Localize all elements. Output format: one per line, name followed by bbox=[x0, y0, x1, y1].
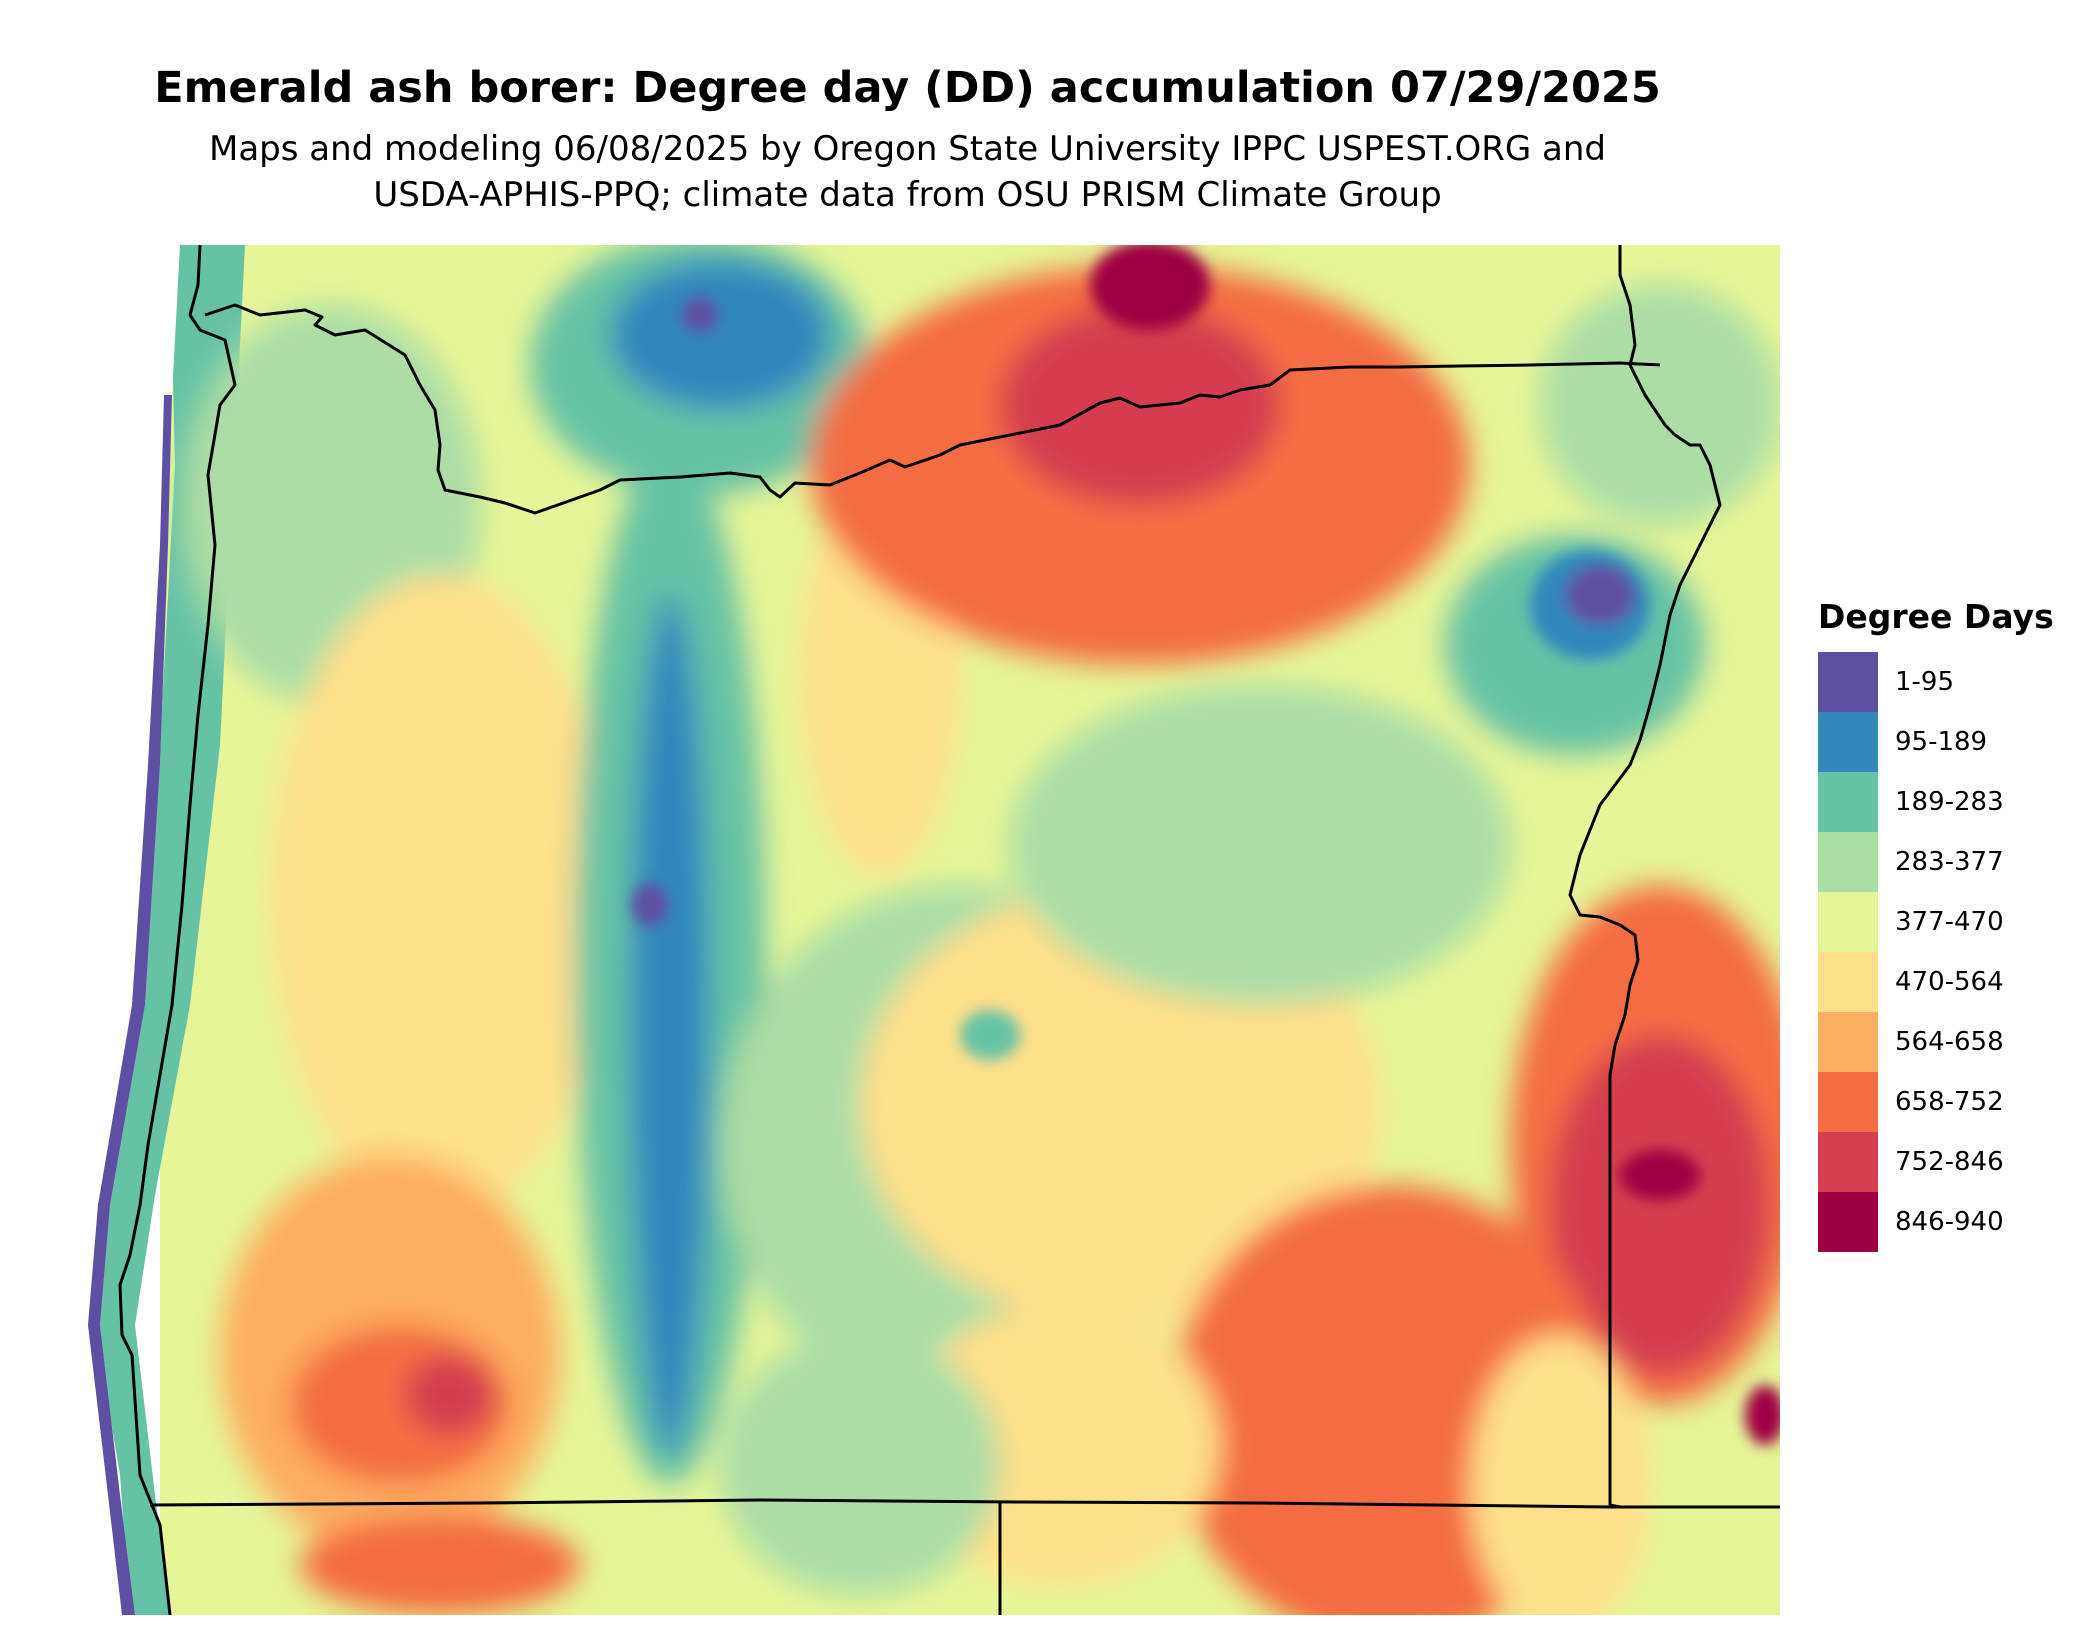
legend-label: 377-470 bbox=[1895, 907, 2004, 937]
snake-river-hot-fill bbox=[1550, 1035, 1770, 1375]
legend-label: 752-846 bbox=[1895, 1147, 2004, 1177]
map-subtitle: Maps and modeling 06/08/2025 by Oregon S… bbox=[0, 126, 1815, 218]
legend-swatch bbox=[1818, 952, 1878, 1012]
washington-idaho-border-path bbox=[1568, 245, 1722, 1509]
legend-label: 189-283 bbox=[1895, 787, 2004, 817]
legend-swatch bbox=[1818, 652, 1878, 712]
legend-item: 1-95 bbox=[1818, 652, 2088, 712]
legend-swatch bbox=[1818, 1012, 1878, 1072]
legend-item: 846-940 bbox=[1818, 1192, 2088, 1252]
coast-edge-fill bbox=[88, 395, 172, 1615]
legend-swatch bbox=[1818, 1072, 1878, 1132]
columbia-hottest-fill bbox=[1090, 245, 1210, 330]
map-fill bbox=[60, 245, 1780, 1615]
oregon-south-border-path bbox=[149, 1498, 1780, 1509]
cascade-coldest-fill bbox=[632, 883, 668, 927]
legend-items: 1-95 95-189 189-283 283-377 377-470 470-564 56… bbox=[1818, 652, 2088, 1252]
legend: Degree Days 1-95 95-189 189-283 283-377 377-… bbox=[1818, 597, 2088, 1252]
legend-swatch bbox=[1818, 892, 1878, 952]
columbia-hot-fill bbox=[1000, 305, 1280, 505]
legend-label: 1-95 bbox=[1895, 667, 1955, 697]
legend-swatch bbox=[1818, 832, 1878, 892]
legend-item: 377-470 bbox=[1818, 892, 2088, 952]
legend-item: 95-189 bbox=[1818, 712, 2088, 772]
legend-swatch bbox=[1818, 1132, 1878, 1192]
south-border-hot-fill bbox=[300, 1515, 580, 1615]
wallowa-coldest-fill bbox=[1565, 565, 1635, 625]
degree-day-map bbox=[60, 245, 1780, 1615]
legend-item: 283-377 bbox=[1818, 832, 2088, 892]
cascade-crest-cold-fill bbox=[630, 595, 710, 1455]
central-cold-fill bbox=[960, 1010, 1020, 1060]
ocean-mask bbox=[60, 245, 180, 1615]
snake-hottest-fill bbox=[1620, 1150, 1700, 1200]
map-title: Emerald ash borer: Degree day (DD) accum… bbox=[154, 63, 1661, 113]
legend-item: 658-752 bbox=[1818, 1072, 2088, 1132]
willamette-valley-fill bbox=[270, 575, 610, 1215]
legend-label: 846-940 bbox=[1895, 1207, 2004, 1237]
legend-swatch bbox=[1818, 1192, 1878, 1252]
south-central-cool-fill bbox=[720, 1335, 1000, 1595]
boundary-lines bbox=[118, 245, 1780, 1615]
southeast-hottest-fill bbox=[1745, 1385, 1780, 1445]
legend-label: 470-564 bbox=[1895, 967, 2004, 997]
legend-title: Degree Days bbox=[1818, 597, 2054, 636]
legend-swatch bbox=[1818, 712, 1878, 772]
southwest-hotspot-fill bbox=[405, 1355, 495, 1435]
subtitle-line-1: Maps and modeling 06/08/2025 by Oregon S… bbox=[208, 129, 1607, 169]
legend-item: 564-658 bbox=[1818, 1012, 2088, 1072]
blue-mountains-fill bbox=[1010, 685, 1510, 1005]
columbia-river-path bbox=[204, 303, 1661, 515]
southeast-cool-fill bbox=[1470, 1335, 1650, 1615]
legend-label: 658-752 bbox=[1895, 1087, 2004, 1117]
north-cascade-coldest-fill bbox=[682, 297, 718, 333]
north-cascades-cold-fill bbox=[610, 260, 830, 410]
coastline-path bbox=[118, 245, 237, 1615]
legend-label: 283-377 bbox=[1895, 847, 2004, 877]
legend-swatch bbox=[1818, 772, 1878, 832]
legend-label: 95-189 bbox=[1895, 727, 1988, 757]
legend-label: 564-658 bbox=[1895, 1027, 2004, 1057]
legend-item: 189-283 bbox=[1818, 772, 2088, 832]
subtitle-line-2: USDA-APHIS-PPQ; climate data from OSU PR… bbox=[373, 175, 1442, 215]
legend-item: 470-564 bbox=[1818, 952, 2088, 1012]
legend-item: 752-846 bbox=[1818, 1132, 2088, 1192]
northeast-fill bbox=[1540, 285, 1780, 525]
